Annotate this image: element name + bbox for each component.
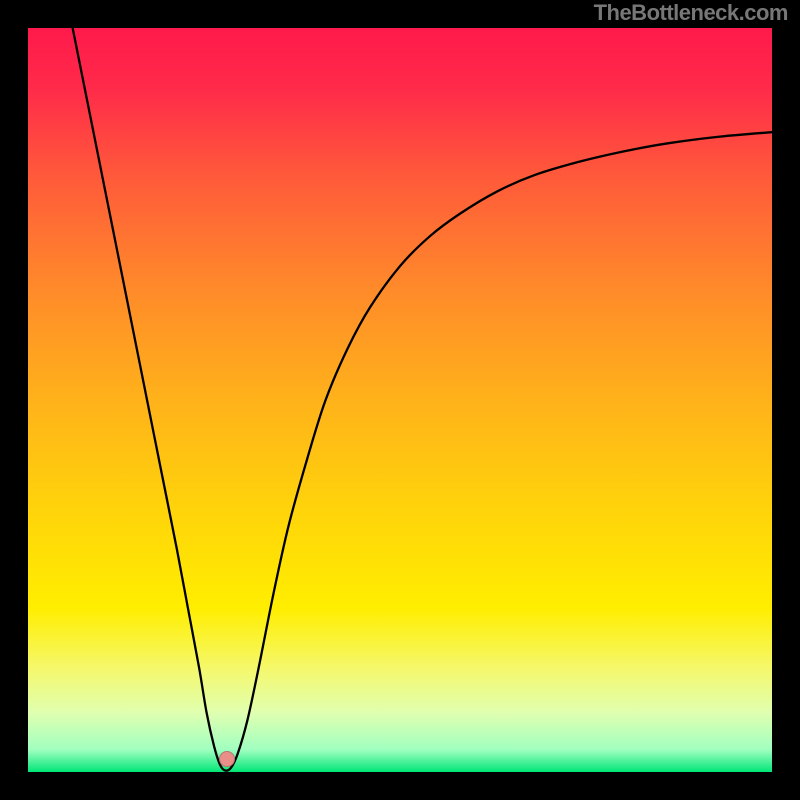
watermark-text: TheBottleneck.com: [594, 0, 788, 26]
minimum-marker: [219, 751, 235, 767]
bottleneck-curve: [73, 28, 772, 771]
curve-svg: [0, 0, 800, 800]
chart-container: TheBottleneck.com: [0, 0, 800, 800]
